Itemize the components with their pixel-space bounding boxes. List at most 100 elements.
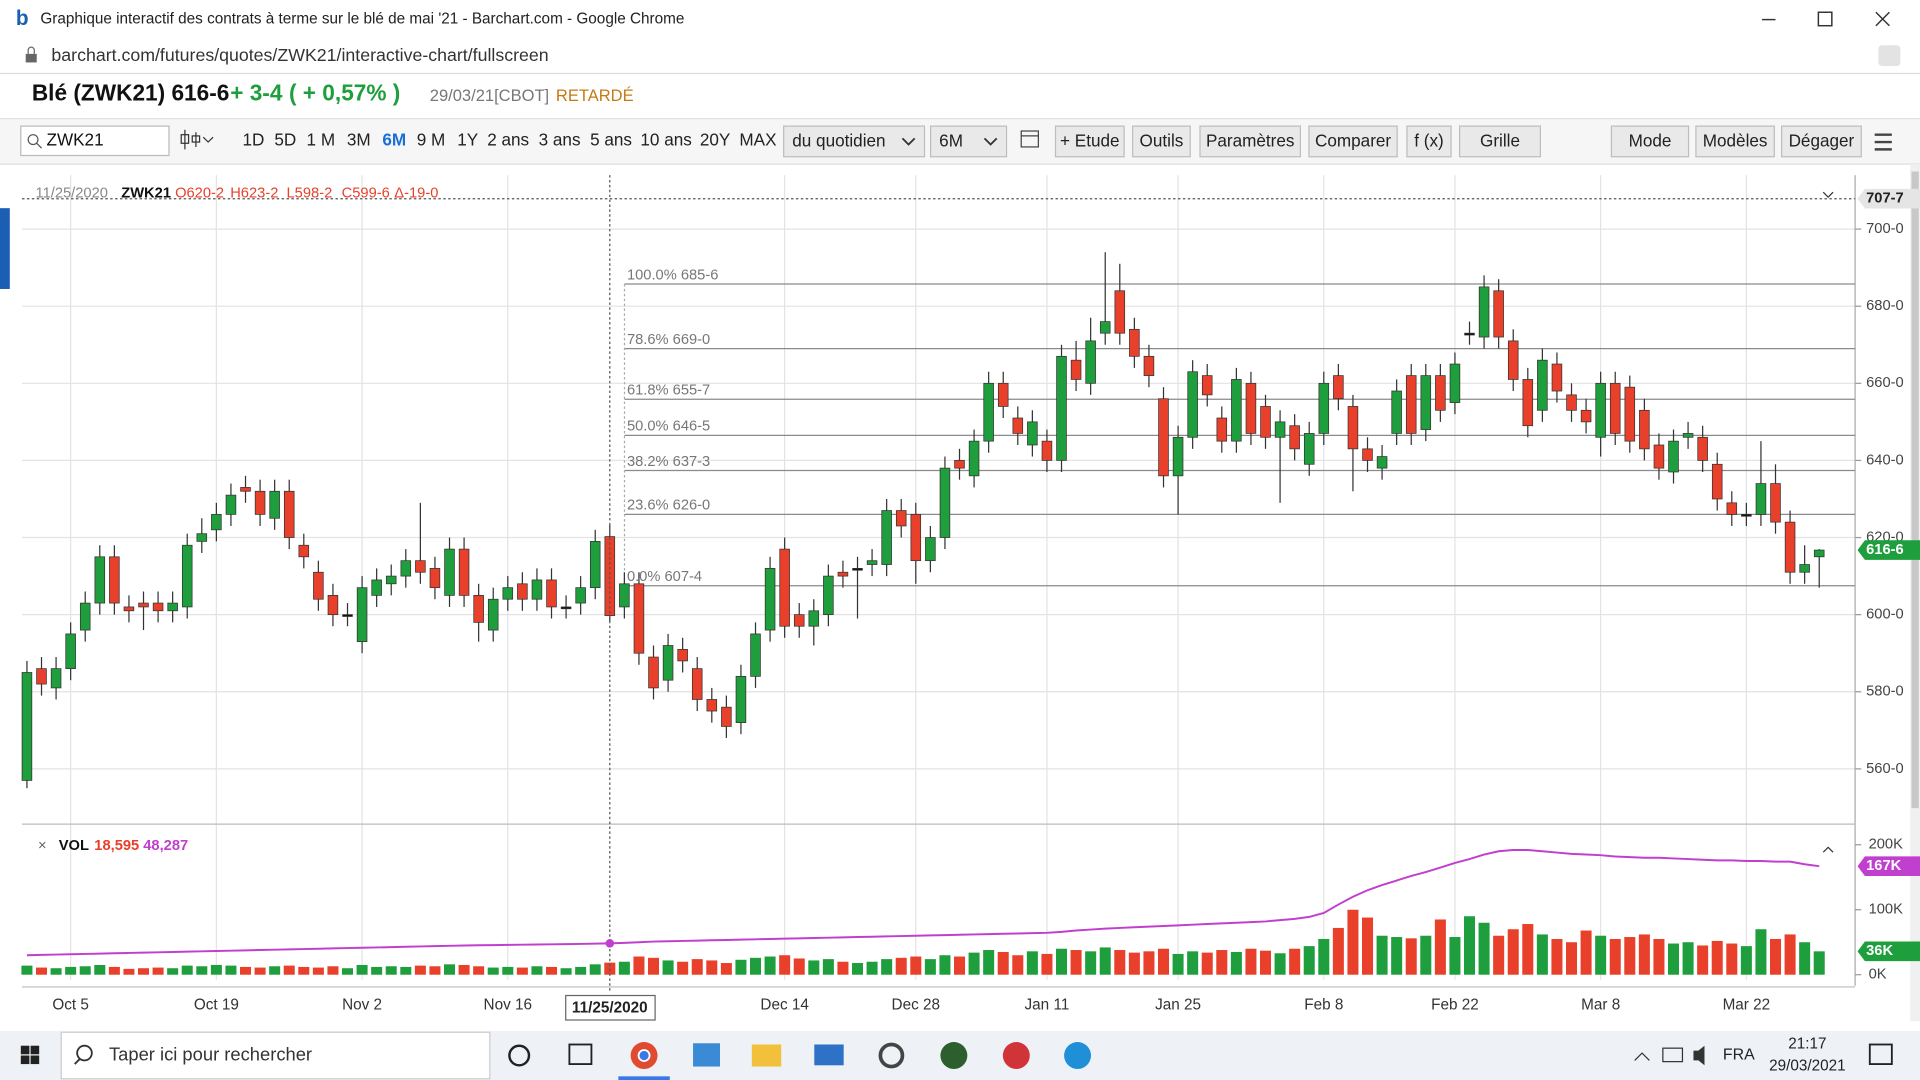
- scrollbar-thumb[interactable]: [1911, 171, 1919, 809]
- volume-bar: [283, 965, 295, 975]
- volume-bar: [210, 964, 222, 975]
- toolbar-button[interactable]: [1199, 125, 1302, 158]
- toolbar-button-label[interactable]: Paramètres: [1206, 131, 1295, 151]
- translate-icon[interactable]: [1878, 45, 1901, 67]
- edge-icon[interactable]: [1064, 1042, 1092, 1069]
- volume-bar: [1332, 927, 1344, 975]
- tray-arrow[interactable]: [1634, 1052, 1650, 1061]
- candle-body: [837, 571, 849, 577]
- toolbar-button[interactable]: [1695, 125, 1775, 158]
- period-button[interactable]: 10 ans: [640, 129, 691, 149]
- price-change: + 3-4: [230, 79, 283, 105]
- app-icon[interactable]: [940, 1042, 968, 1069]
- candle-body: [1405, 375, 1417, 434]
- y-tick-label: 660-0: [1866, 375, 1904, 391]
- period-button[interactable]: 1D: [243, 129, 265, 149]
- toolbar-button[interactable]: [1781, 125, 1862, 158]
- candle-body: [313, 571, 324, 600]
- toolbar-button-label[interactable]: Dégager: [1789, 131, 1855, 151]
- volume-bar: [167, 968, 179, 975]
- clock-time[interactable]: 21:17: [1788, 1036, 1826, 1053]
- start-button[interactable]: [20, 1045, 40, 1065]
- url[interactable]: barchart.com/futures/quotes/ZWK21/intera…: [51, 45, 548, 65]
- toolbar-button-label[interactable]: Mode: [1629, 131, 1672, 151]
- period-button[interactable]: MAX: [739, 129, 777, 149]
- lock-icon: [25, 46, 37, 63]
- search-placeholder[interactable]: Taper ici pour rechercher: [109, 1043, 312, 1064]
- volume-bar: [123, 968, 135, 975]
- remove-study[interactable]: ×: [38, 838, 47, 854]
- address-bar[interactable]: [0, 39, 1920, 74]
- volume-bar: [1391, 937, 1403, 975]
- candle-body: [1420, 375, 1432, 430]
- symbol-value[interactable]: ZWK21: [47, 129, 104, 149]
- candle-body: [1129, 328, 1140, 357]
- period-button[interactable]: 1Y: [457, 129, 479, 149]
- toolbar-button-label[interactable]: f (x): [1414, 131, 1443, 151]
- period-button[interactable]: 5D: [274, 129, 296, 149]
- toolbar-button[interactable]: [1610, 125, 1690, 158]
- toolbar-button-label[interactable]: Outils: [1140, 131, 1184, 151]
- app-icon[interactable]: [693, 1043, 720, 1067]
- volume-bar: [1813, 951, 1825, 975]
- volume-bar: [327, 966, 339, 975]
- candle-body: [123, 606, 135, 612]
- toolbar-button[interactable]: [1308, 125, 1398, 158]
- y-tick-label: 700-0: [1866, 221, 1904, 237]
- folder-icon[interactable]: [751, 1044, 782, 1067]
- chart-type-icon[interactable]: [180, 129, 214, 150]
- candle-body: [662, 645, 674, 681]
- menu-icon[interactable]: [1874, 133, 1892, 151]
- mail-icon[interactable]: [814, 1044, 844, 1066]
- app-icon[interactable]: [1002, 1042, 1030, 1069]
- y-tick-label: 580-0: [1866, 684, 1904, 700]
- period-button[interactable]: 3M: [347, 129, 371, 149]
- candle-body: [458, 548, 470, 596]
- calendar-icon[interactable]: [1020, 130, 1039, 148]
- candle-body: [575, 587, 586, 604]
- candle-body: [560, 606, 572, 610]
- notifications-icon[interactable]: [1868, 1043, 1893, 1065]
- clock-date[interactable]: 29/03/2021: [1769, 1058, 1846, 1075]
- toolbar-button-label[interactable]: + Etude: [1060, 131, 1120, 151]
- toolbar-button-label[interactable]: Modèles: [1703, 131, 1768, 151]
- period-button[interactable]: 9 M: [417, 129, 446, 149]
- settings-icon[interactable]: [878, 1042, 905, 1069]
- volume-bar: [1580, 930, 1592, 975]
- candle-body: [283, 490, 295, 538]
- range-dropdown-label[interactable]: 6M: [939, 131, 963, 151]
- toolbar-button[interactable]: [1054, 125, 1125, 158]
- volume-bar: [1143, 951, 1155, 975]
- collapse-chevron[interactable]: [1822, 846, 1834, 853]
- widgets-icon[interactable]: [568, 1043, 593, 1065]
- toolbar-button-label[interactable]: Grille: [1480, 131, 1520, 151]
- interval-dropdown-label[interactable]: du quotidien: [792, 131, 885, 151]
- symbol-input[interactable]: [20, 125, 170, 157]
- volume-bar: [1770, 938, 1782, 975]
- candle-body: [881, 510, 892, 565]
- period-button[interactable]: 3 ans: [539, 129, 581, 149]
- y-tick-label: 0K: [1869, 967, 1887, 983]
- candle-body: [371, 579, 382, 596]
- candle-body: [1114, 290, 1126, 334]
- volume-bar: [1449, 937, 1461, 975]
- task-view-icon[interactable]: [508, 1044, 531, 1067]
- interval-dropdown[interactable]: [783, 125, 926, 158]
- toolbar-button[interactable]: [1458, 125, 1542, 158]
- toolbar-button[interactable]: [1406, 125, 1452, 158]
- window-controls[interactable]: [1762, 11, 1890, 27]
- search-box[interactable]: [60, 1031, 491, 1080]
- collapse-chevron[interactable]: [1822, 191, 1834, 199]
- toolbar-button[interactable]: [1132, 125, 1191, 158]
- candle-body: [750, 633, 761, 677]
- period-button[interactable]: 6M: [382, 129, 406, 149]
- period-button[interactable]: 5 ans: [590, 129, 632, 149]
- period-button[interactable]: 1 M: [307, 129, 336, 149]
- period-button[interactable]: 20Y: [700, 129, 731, 149]
- volume-bar: [866, 961, 878, 975]
- battery-icon[interactable]: [1662, 1047, 1684, 1063]
- period-button[interactable]: 2 ans: [487, 129, 529, 149]
- language[interactable]: FRA: [1723, 1047, 1755, 1064]
- toolbar-button-label[interactable]: Comparer: [1315, 131, 1391, 151]
- volume-legend-ma: 48,287: [143, 838, 188, 854]
